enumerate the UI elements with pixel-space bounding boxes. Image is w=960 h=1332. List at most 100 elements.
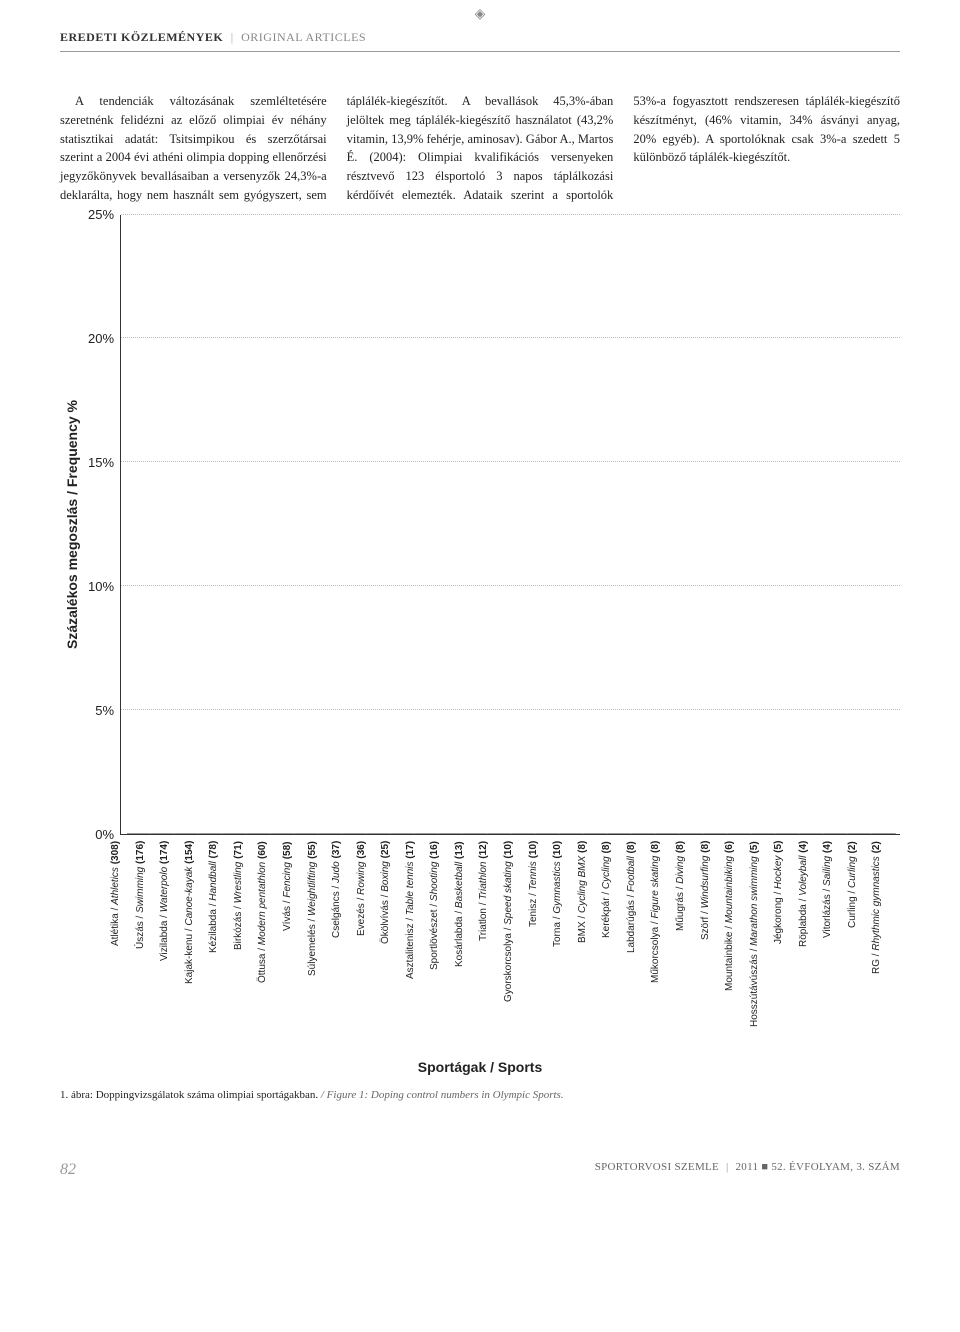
bar-slot bbox=[584, 833, 606, 834]
category-label: BMX / Cycling BMX (8) bbox=[577, 841, 600, 1051]
bar-slot bbox=[367, 833, 389, 834]
bar-slot bbox=[872, 833, 894, 834]
category-label: Birkózás / Wrestling (71) bbox=[233, 841, 256, 1051]
bar bbox=[872, 833, 894, 834]
bar bbox=[319, 833, 341, 834]
bar-slot bbox=[199, 833, 221, 834]
bar-slot bbox=[632, 833, 654, 834]
category-label: Asztalitenisz / Table tennis (17) bbox=[405, 841, 428, 1051]
category-label: Torna / Gymnastics (10) bbox=[552, 841, 575, 1051]
bar bbox=[391, 833, 413, 834]
bar-slot bbox=[848, 833, 870, 834]
bar bbox=[367, 833, 389, 834]
bar-slot bbox=[463, 833, 485, 834]
category-label: Jégkorong / Hockey (5) bbox=[773, 841, 796, 1051]
y-axis-ticks: 0%5%10%15%20%25% bbox=[88, 215, 121, 835]
bar-slot bbox=[536, 833, 558, 834]
category-label: Gyorskorcsolya / Speed skating (10) bbox=[503, 841, 526, 1051]
bar-slot bbox=[608, 833, 630, 834]
running-header: EREDETI KÖZLEMÉNYEK | ORIGINAL ARTICLES bbox=[60, 30, 900, 52]
category-label: Röplabda / Voleyball (4) bbox=[798, 841, 821, 1051]
category-label: Vívás / Fencing (58) bbox=[282, 841, 305, 1051]
category-label: Kajak-kenu / Canoe-kayak (154) bbox=[184, 841, 207, 1051]
body-paragraph: A tendenciák változásának szemléltetésér… bbox=[60, 92, 900, 205]
bar bbox=[656, 833, 678, 834]
bar-slot bbox=[800, 833, 822, 834]
category-label: Hosszútávúszás / Marathon swimming (5) bbox=[749, 841, 772, 1051]
bar-slot bbox=[175, 833, 197, 834]
header-hu: EREDETI KÖZLEMÉNYEK bbox=[60, 30, 223, 44]
figure-caption: 1. ábra: Doppingvizsgálatok száma olimpi… bbox=[60, 1089, 900, 1101]
bar-slot bbox=[319, 833, 341, 834]
x-axis-category-labels: Atlétika / Athletics (308)Úszás / Swimmi… bbox=[104, 835, 900, 1051]
footer-sep: | bbox=[726, 1162, 728, 1173]
chart-plot-region bbox=[121, 215, 900, 835]
bar bbox=[512, 833, 534, 834]
bar-slot bbox=[512, 833, 534, 834]
category-label: Labdarúgás / Football (8) bbox=[626, 841, 649, 1051]
category-label: Úszás / Swimming (176) bbox=[135, 841, 158, 1051]
bar bbox=[824, 833, 846, 834]
category-label: Kerékpár / Cycling (8) bbox=[601, 841, 624, 1051]
category-label: Cselgáncs / Judo (37) bbox=[331, 841, 354, 1051]
bar-chart: Százalékos megoszlás / Frequency % 0%5%1… bbox=[60, 215, 900, 1075]
bar bbox=[776, 833, 798, 834]
bar bbox=[175, 833, 197, 834]
category-label: Műugrás / Diving (8) bbox=[675, 841, 698, 1051]
issue-info: 2011 ■ 52. ÉVFOLYAM, 3. SZÁM bbox=[736, 1161, 901, 1173]
category-label: Tenisz / Tennis (10) bbox=[528, 841, 551, 1051]
bar bbox=[800, 833, 822, 834]
bar bbox=[536, 833, 558, 834]
body-text-columns: A tendenciák változásának szemléltetésér… bbox=[60, 92, 900, 205]
bar bbox=[151, 833, 173, 834]
category-label: Súlyemelés / Weightlifting (55) bbox=[307, 841, 330, 1051]
category-label: Triatlon / Triathlon (12) bbox=[478, 841, 501, 1051]
bar-slot bbox=[271, 833, 293, 834]
bar bbox=[848, 833, 870, 834]
bar bbox=[608, 833, 630, 834]
bar-slot bbox=[415, 833, 437, 834]
bar-slot bbox=[127, 833, 149, 834]
publication-line: SPORTORVOSI SZEMLE | 2011 ■ 52. ÉVFOLYAM… bbox=[595, 1161, 900, 1179]
caption-en: / Figure 1: Doping control numbers in Ol… bbox=[321, 1089, 564, 1101]
bar bbox=[415, 833, 437, 834]
bar-slot bbox=[680, 833, 702, 834]
category-label: Curling / Curling (2) bbox=[847, 841, 870, 1051]
bar bbox=[752, 833, 774, 834]
category-label: Evezés / Rowing (36) bbox=[356, 841, 379, 1051]
bar bbox=[247, 833, 269, 834]
category-label: Műkorcsolya / Figure skating (8) bbox=[650, 841, 673, 1051]
bar-slot bbox=[752, 833, 774, 834]
bar bbox=[488, 833, 510, 834]
bar-slot bbox=[824, 833, 846, 834]
bar bbox=[704, 833, 726, 834]
category-label: Vitorlázás / Sailing (4) bbox=[822, 841, 845, 1051]
bar-slot bbox=[439, 833, 461, 834]
bar-slot bbox=[704, 833, 726, 834]
category-label: Mountainbike / Mountainbiking (6) bbox=[724, 841, 747, 1051]
bar bbox=[295, 833, 317, 834]
bars-container bbox=[127, 215, 894, 834]
x-axis-label: Sportágak / Sports bbox=[60, 1059, 900, 1075]
bar-slot bbox=[560, 833, 582, 834]
y-axis-label: Százalékos megoszlás / Frequency % bbox=[60, 215, 84, 835]
category-label: Kézilabda / Handball (78) bbox=[208, 841, 231, 1051]
crop-mark-top: ◈ bbox=[475, 6, 486, 23]
bar-slot bbox=[295, 833, 317, 834]
header-sep: | bbox=[231, 30, 234, 44]
bar bbox=[632, 833, 654, 834]
bar bbox=[343, 833, 365, 834]
page-number: 82 bbox=[60, 1161, 76, 1179]
bar bbox=[199, 833, 221, 834]
bar bbox=[439, 833, 461, 834]
page-footer: 82 SPORTORVOSI SZEMLE | 2011 ■ 52. ÉVFOL… bbox=[60, 1161, 900, 1179]
category-label: RG / Rhythmic gymnastics (2) bbox=[871, 841, 894, 1051]
bar bbox=[728, 833, 750, 834]
category-label: Atlétika / Athletics (308) bbox=[110, 841, 133, 1051]
bar bbox=[223, 833, 245, 834]
bar-slot bbox=[343, 833, 365, 834]
bar-slot bbox=[488, 833, 510, 834]
bar bbox=[584, 833, 606, 834]
category-label: Kosárlabda / Basketball (13) bbox=[454, 841, 477, 1051]
category-label: Vizilabda / Waterpolo (174) bbox=[159, 841, 182, 1051]
